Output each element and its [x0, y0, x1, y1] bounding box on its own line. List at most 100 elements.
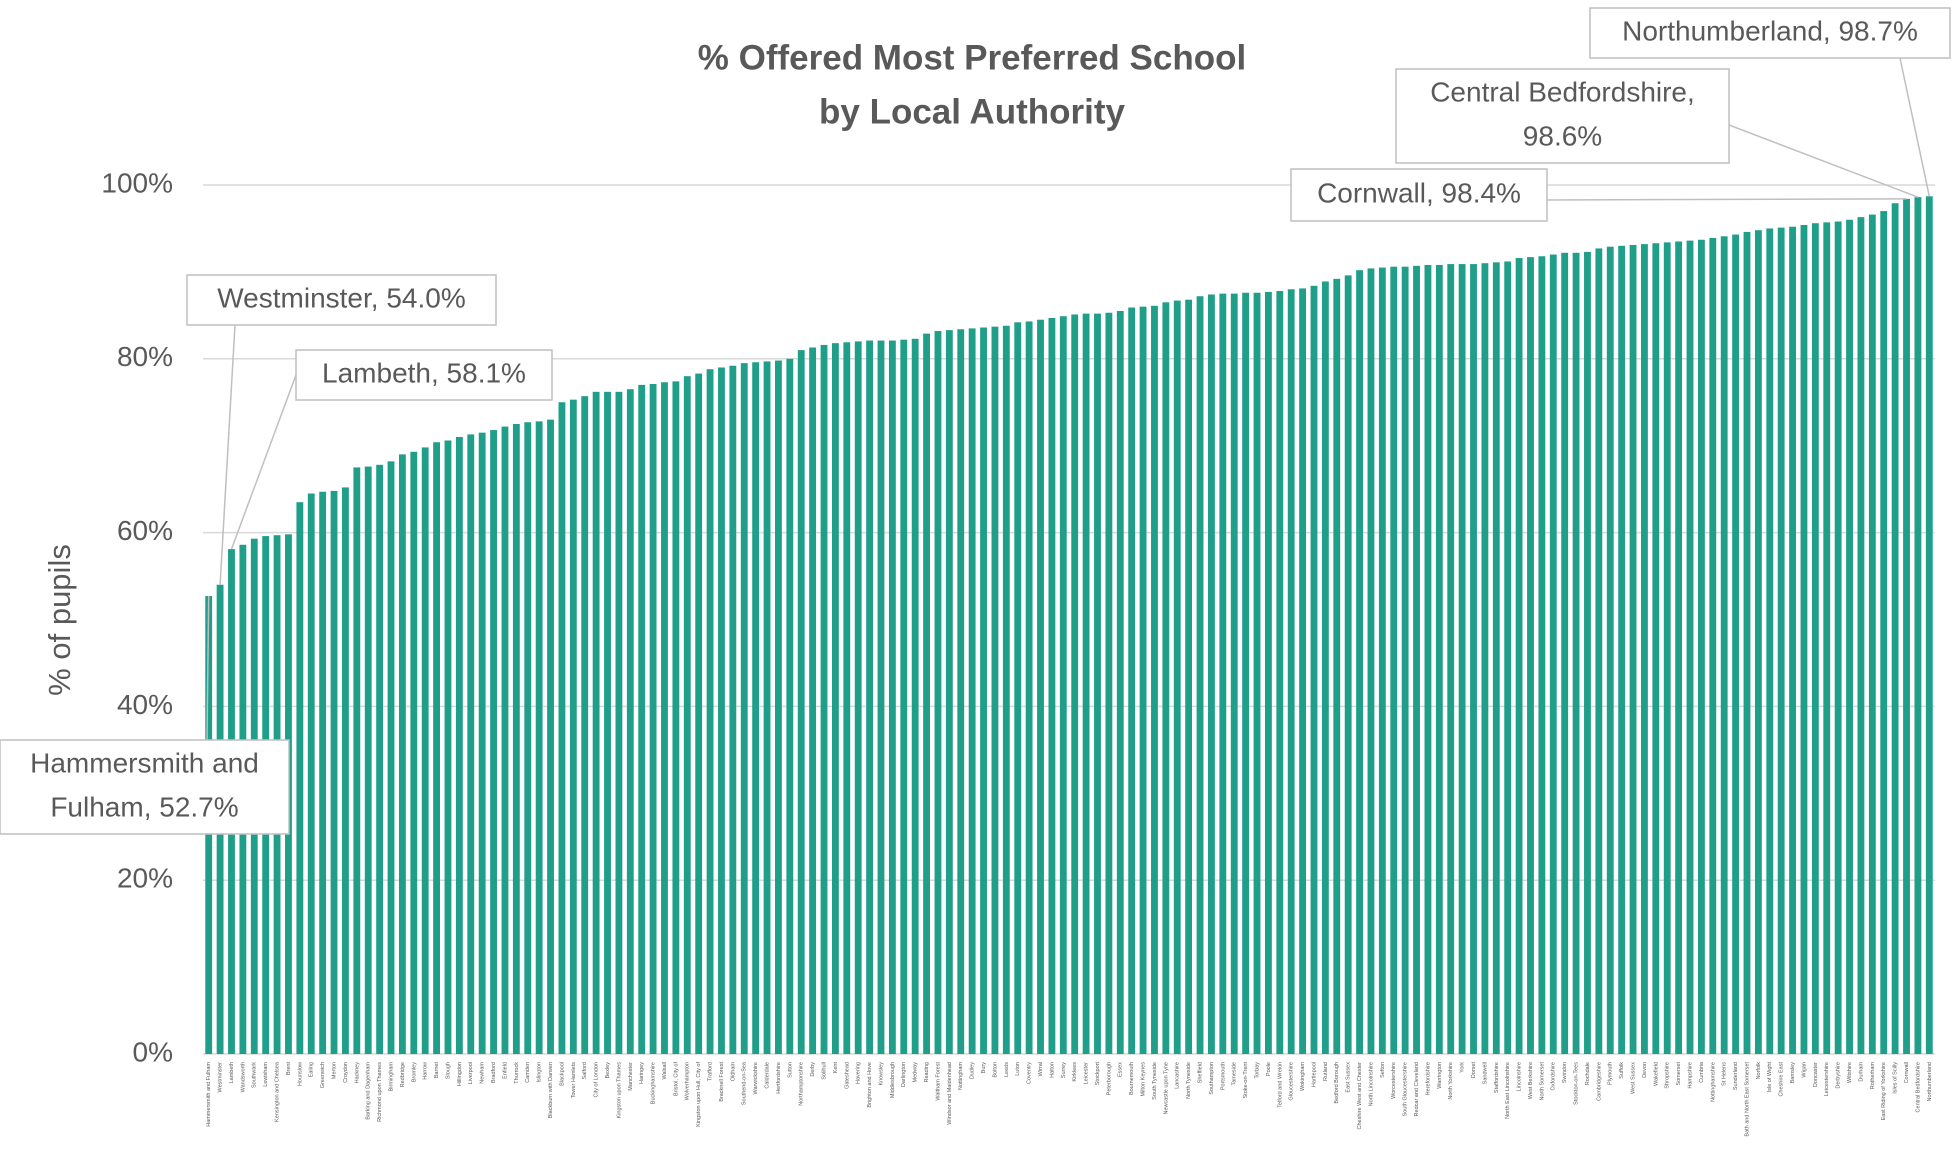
chart-title: by Local Authority — [819, 92, 1125, 131]
bar — [1116, 311, 1124, 1054]
x-tick-label: Knowsley — [878, 1062, 884, 1086]
x-tick-label: West Sussex — [1630, 1062, 1636, 1094]
x-tick-label: Haringey — [639, 1062, 645, 1084]
x-tick-label: East Riding of Yorkshire — [1881, 1062, 1887, 1120]
bar — [1139, 306, 1147, 1054]
bar — [1299, 288, 1307, 1054]
bar — [1321, 281, 1329, 1055]
bar — [1914, 197, 1922, 1054]
x-tick-label: Bristol, City of — [673, 1062, 679, 1096]
x-tick-label: Bournemouth — [1129, 1062, 1135, 1095]
bar — [1823, 222, 1831, 1054]
x-tick-label: Kent — [833, 1062, 839, 1074]
bar — [706, 369, 714, 1054]
x-tick-label: Milton Keynes — [1141, 1062, 1147, 1097]
y-axis-title: % of pupils — [42, 544, 77, 696]
x-tick-label: Warwickshire — [753, 1062, 759, 1095]
bar — [581, 396, 589, 1054]
bar — [1196, 296, 1204, 1054]
bar — [319, 491, 327, 1055]
bar — [1025, 321, 1033, 1055]
bar — [1002, 325, 1010, 1054]
x-tick-label: Surrey — [1061, 1062, 1067, 1078]
x-tick-label: Birmingham — [388, 1062, 394, 1092]
x-tick-label: Enfield — [502, 1062, 508, 1079]
bar — [364, 466, 372, 1054]
x-tick-label: Calderdale — [764, 1062, 770, 1089]
bar — [1595, 248, 1603, 1054]
x-tick-label: Shropshire — [1665, 1062, 1671, 1089]
bar — [1470, 264, 1477, 1055]
bar — [1925, 196, 1933, 1054]
x-tick-label: Cheshire East — [1779, 1062, 1785, 1097]
bar — [1344, 275, 1352, 1055]
x-tick-label: Sandwell — [1482, 1062, 1488, 1084]
x-tick-label: Plymouth — [1608, 1062, 1614, 1085]
x-tick-label: Wolverhampton — [685, 1062, 691, 1100]
x-tick-label: Bexley — [605, 1062, 611, 1079]
annotation: Fulham, 52.7% — [50, 791, 238, 822]
x-tick-label: Rutland — [1323, 1062, 1329, 1081]
bar — [1082, 313, 1090, 1054]
x-tick-label: Buckinghamshire — [651, 1062, 657, 1104]
y-tick-label: 20% — [117, 863, 173, 894]
bar — [1048, 317, 1056, 1054]
x-tick-label: Waltham Forest — [935, 1062, 941, 1101]
bar — [672, 381, 680, 1054]
x-tick-label: Blackburn with Darwen — [548, 1062, 554, 1118]
bar — [957, 329, 965, 1054]
bar — [934, 330, 942, 1054]
x-tick-label: North East Lincolnshire — [1505, 1062, 1511, 1119]
bar — [1287, 289, 1295, 1054]
bar — [1014, 322, 1022, 1054]
x-tick-label: Oldham — [730, 1062, 736, 1082]
x-tick-label: Westminster — [218, 1062, 224, 1093]
bar — [478, 432, 486, 1054]
bar — [1162, 302, 1170, 1054]
x-tick-label: Hartlepool — [1311, 1062, 1317, 1087]
bar — [421, 447, 429, 1054]
x-tick-label: Bath and North East Somerset — [1744, 1062, 1750, 1137]
x-tick-label: Derby — [810, 1062, 816, 1077]
x-tick-label: Kirklees — [1072, 1062, 1078, 1082]
bar — [1743, 231, 1751, 1054]
bar — [945, 330, 953, 1054]
bar — [558, 402, 566, 1054]
chart-title: % Offered Most Preferred School — [698, 38, 1246, 77]
x-tick-label: Windsor and Maidenhead — [947, 1062, 953, 1125]
x-tick-label: Bracknell Forest — [719, 1062, 725, 1102]
x-tick-label: Barnsley — [1790, 1062, 1796, 1084]
x-tick-label: Newham — [480, 1062, 486, 1084]
annotation: Central Bedfordshire, — [1430, 76, 1695, 107]
bar — [786, 358, 794, 1054]
x-tick-label: Cheshire West and Chester — [1357, 1062, 1363, 1130]
x-tick-label: Sheffield — [1197, 1062, 1203, 1083]
bar — [1242, 292, 1250, 1055]
annotation-box — [295, 349, 553, 401]
x-tick-label: Wiltshire — [1847, 1062, 1853, 1083]
x-tick-label: Bolton — [992, 1062, 998, 1078]
x-tick-label: Ealing — [309, 1062, 315, 1077]
bar — [1663, 242, 1671, 1054]
bar — [1071, 314, 1079, 1055]
bar — [1037, 319, 1044, 1054]
annotation-box — [1589, 7, 1951, 59]
x-tick-label: Merton — [331, 1062, 337, 1079]
x-tick-label: Lambeth — [229, 1062, 235, 1083]
x-tick-label: Stockport — [1095, 1062, 1101, 1086]
bar — [1641, 244, 1648, 1055]
bar — [1356, 270, 1363, 1054]
x-tick-label: Redcar and Cleveland — [1414, 1062, 1420, 1116]
bar — [1675, 241, 1683, 1055]
bar — [592, 391, 600, 1054]
bar — [512, 423, 520, 1055]
bar — [1492, 262, 1500, 1054]
x-tick-label: Leeds — [1004, 1062, 1010, 1077]
x-tick-label: Warrington — [1437, 1062, 1443, 1089]
bar — [1378, 267, 1386, 1054]
x-tick-label: Tower Hamlets — [571, 1062, 577, 1099]
leader-line — [206, 596, 210, 741]
x-tick-label: Trafford — [708, 1062, 714, 1081]
x-tick-label: Central Bedfordshire — [1915, 1062, 1921, 1112]
x-tick-label: Worcestershire — [1391, 1062, 1397, 1099]
